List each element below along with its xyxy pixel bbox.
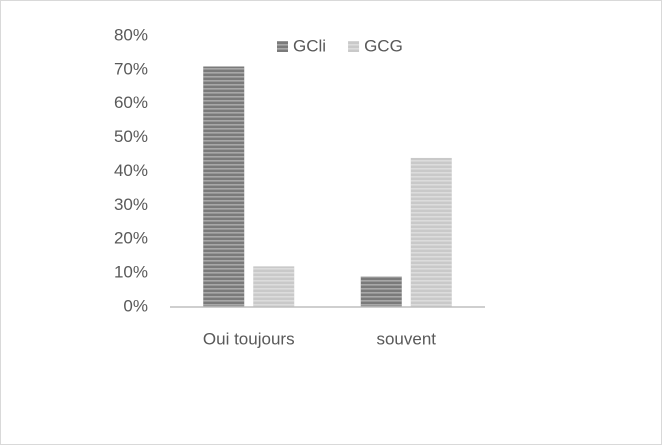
x-tick-label: Oui toujours (203, 329, 295, 348)
legend-swatch-texture (277, 41, 288, 52)
bar-texture (410, 157, 452, 307)
y-tick-label: 50% (114, 127, 148, 146)
legend-label: GCli (293, 36, 326, 55)
y-tick-label: 70% (114, 59, 148, 78)
y-tick-label: 60% (114, 93, 148, 112)
y-tick-label: 0% (123, 296, 148, 315)
y-tick-label: 80% (114, 25, 148, 44)
y-tick-label: 30% (114, 195, 148, 214)
x-tick-label: souvent (376, 329, 436, 348)
bar-texture (253, 266, 295, 307)
bar-texture (360, 276, 402, 307)
bar-texture (203, 66, 245, 307)
y-tick-label: 20% (114, 229, 148, 248)
y-tick-label: 40% (114, 161, 148, 180)
y-tick-label: 10% (114, 263, 148, 282)
legend-label: GCG (364, 36, 403, 55)
legend-swatch-texture (348, 41, 360, 52)
